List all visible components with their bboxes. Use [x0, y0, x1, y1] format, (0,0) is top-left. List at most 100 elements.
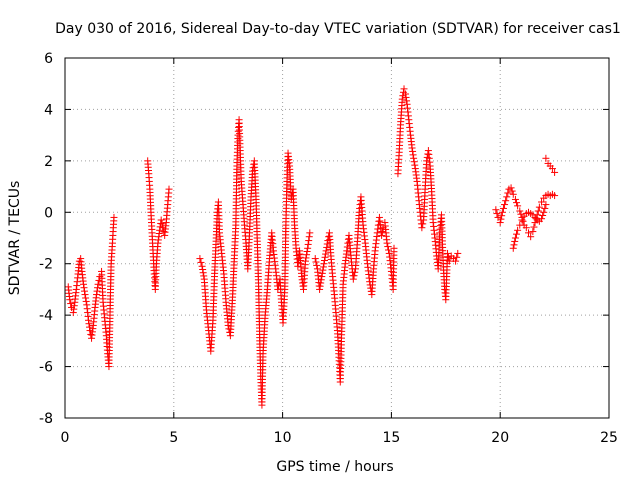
y-tick-label: 2	[44, 154, 53, 170]
data-point	[535, 203, 543, 211]
data-point	[94, 284, 102, 292]
data-point	[497, 215, 505, 223]
data-point	[70, 305, 78, 313]
data-point	[510, 241, 518, 249]
data-point	[511, 237, 519, 245]
y-tick-label: -4	[39, 308, 53, 324]
data-point	[304, 244, 312, 252]
data-point	[419, 220, 427, 228]
data-point	[498, 212, 506, 220]
data-point	[390, 244, 398, 252]
data-point	[316, 282, 324, 290]
data-point	[529, 228, 537, 236]
data-point	[79, 280, 87, 288]
data-point	[93, 287, 101, 295]
data-point	[522, 224, 530, 232]
data-point	[318, 273, 326, 281]
data-point	[501, 201, 509, 209]
data-point	[85, 320, 93, 328]
data-point	[524, 229, 532, 237]
x-tick-label: 10	[274, 430, 292, 446]
data-point	[400, 85, 408, 93]
data-point	[318, 269, 326, 277]
data-point	[322, 247, 330, 255]
data-point	[502, 197, 510, 205]
data-point	[496, 219, 504, 227]
data-point	[199, 269, 207, 277]
data-point	[539, 212, 547, 219]
data-point	[323, 243, 331, 251]
data-markers	[64, 85, 559, 409]
data-point	[538, 198, 546, 206]
data-point	[69, 309, 77, 317]
data-point	[514, 226, 522, 234]
data-point	[81, 287, 89, 295]
axis-tick-labels: 0 5 10 15 20 25 -8 -6 -4 -2 0 2 4 6	[39, 51, 618, 446]
x-tick-label: 5	[169, 430, 178, 446]
data-point	[509, 244, 517, 252]
data-point	[316, 285, 324, 293]
data-point	[158, 220, 166, 228]
y-tick-label: 0	[44, 205, 53, 221]
data-point	[527, 233, 535, 241]
data-point	[453, 253, 461, 261]
data-point	[322, 250, 330, 258]
data-point	[541, 204, 549, 212]
x-tick-label: 0	[61, 430, 70, 446]
data-point	[85, 316, 93, 324]
data-point	[384, 243, 392, 251]
data-point	[349, 275, 357, 283]
data-point	[301, 257, 309, 265]
x-axis-title: GPS time / hours	[276, 459, 393, 475]
data-point	[110, 213, 118, 221]
data-point	[351, 268, 359, 276]
data-point	[317, 276, 325, 284]
data-point	[94, 280, 102, 288]
x-tick-label: 20	[491, 430, 509, 446]
data-point	[511, 234, 519, 242]
data-point	[70, 302, 78, 310]
axis-ticks	[64, 57, 610, 419]
y-tick-label: -8	[39, 411, 53, 427]
chart-title: Day 030 of 2016, Sidereal Day-to-day VTE…	[55, 21, 621, 37]
data-point	[402, 90, 410, 98]
y-tick-label: -6	[39, 360, 53, 376]
data-point	[514, 202, 522, 210]
data-point	[82, 294, 90, 302]
data-point	[200, 272, 208, 280]
data-point	[402, 93, 410, 101]
data-point	[513, 199, 521, 207]
data-point	[320, 257, 328, 264]
x-tick-label: 25	[600, 430, 618, 446]
y-tick-label: -2	[39, 257, 53, 273]
data-point	[319, 266, 327, 274]
data-point	[509, 190, 517, 198]
data-point	[542, 154, 550, 162]
data-point	[551, 192, 559, 200]
data-point	[503, 193, 511, 201]
data-point	[534, 207, 542, 215]
data-point	[508, 187, 516, 195]
data-point	[305, 233, 313, 241]
data-point	[548, 165, 556, 173]
x-tick-label: 15	[382, 430, 400, 446]
data-point	[199, 266, 207, 273]
data-point	[454, 249, 462, 257]
y-tick-label: 6	[44, 51, 53, 67]
data-point	[540, 208, 548, 216]
data-point	[373, 229, 381, 237]
data-point	[320, 260, 328, 268]
data-point	[530, 223, 538, 231]
data-point	[498, 208, 506, 216]
data-point	[157, 216, 165, 224]
data-point	[306, 229, 314, 237]
data-point	[93, 291, 101, 299]
data-point	[80, 284, 88, 292]
data-point	[82, 297, 90, 305]
data-point	[418, 224, 426, 232]
y-axis-title: SDTVAR / TECUs	[7, 181, 23, 296]
data-point	[410, 154, 418, 162]
data-point	[411, 161, 419, 169]
